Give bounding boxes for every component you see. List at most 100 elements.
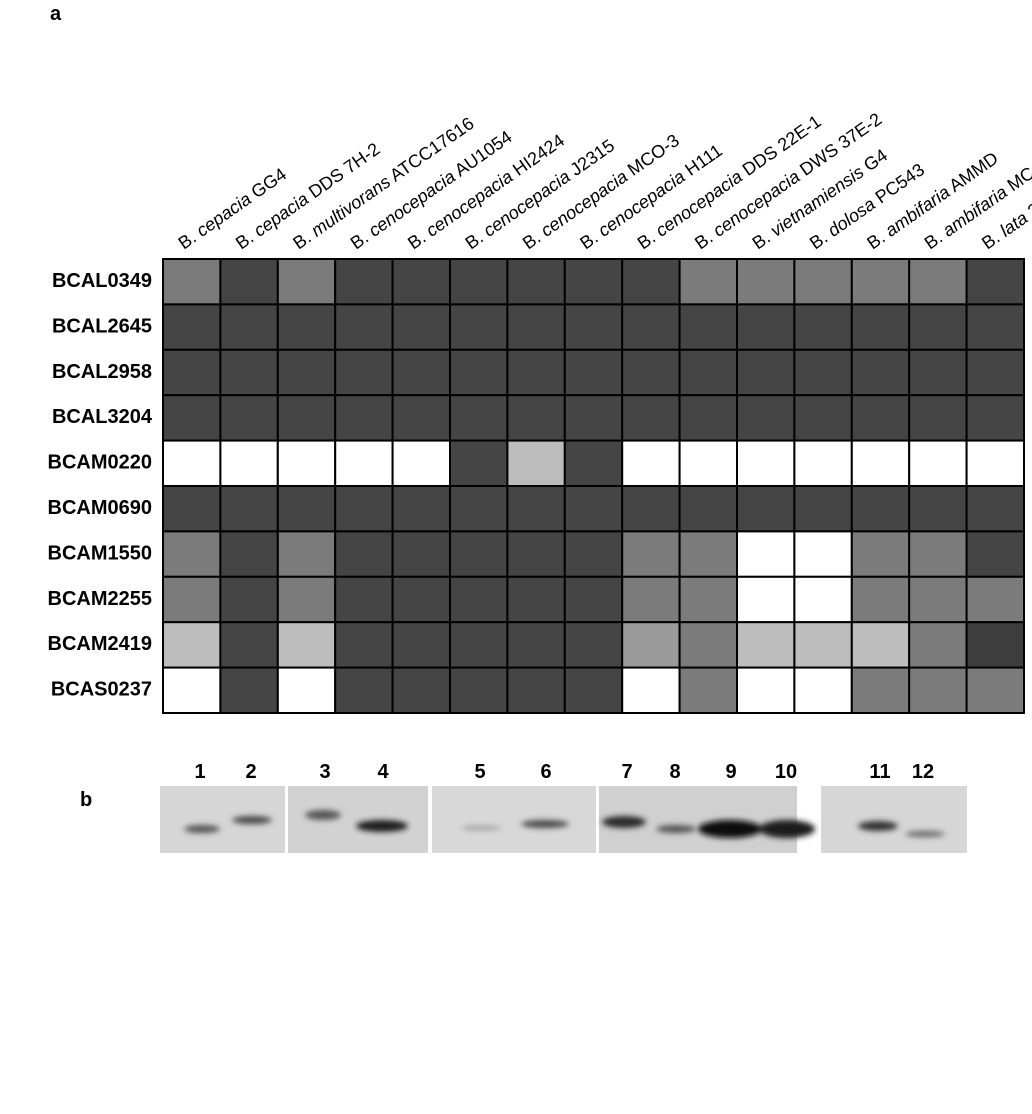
lane-label: 10 xyxy=(775,761,797,783)
cell xyxy=(163,395,220,440)
cell xyxy=(220,577,277,622)
cell xyxy=(507,531,564,576)
panel-label: b xyxy=(80,789,92,811)
row-label: BCAM2255 xyxy=(48,588,152,610)
cell xyxy=(565,304,622,349)
row-label: BCAM0690 xyxy=(48,497,152,519)
lane-label: 9 xyxy=(725,761,736,783)
cell xyxy=(278,350,335,395)
cell xyxy=(680,486,737,531)
cell xyxy=(565,350,622,395)
cell xyxy=(680,531,737,576)
cell xyxy=(220,304,277,349)
genus: B. xyxy=(404,227,429,253)
cell xyxy=(450,668,507,713)
cell xyxy=(393,259,450,304)
cell xyxy=(852,531,909,576)
cell xyxy=(909,395,966,440)
cell xyxy=(737,622,794,667)
cell xyxy=(852,395,909,440)
row-label: BCAM0220 xyxy=(48,452,152,474)
cell xyxy=(737,350,794,395)
cell xyxy=(335,668,392,713)
lane-label: 7 xyxy=(621,761,632,783)
genus: B. xyxy=(289,227,314,253)
cell xyxy=(737,304,794,349)
row-label: BCAM1550 xyxy=(48,542,152,564)
genus: B. xyxy=(691,227,716,253)
row-label: BCAL3204 xyxy=(52,406,153,428)
species: lata xyxy=(996,208,1031,241)
cell xyxy=(278,531,335,576)
cell xyxy=(967,531,1024,576)
cell xyxy=(393,577,450,622)
cell xyxy=(450,622,507,667)
cell xyxy=(565,486,622,531)
cell xyxy=(565,395,622,440)
cell xyxy=(335,304,392,349)
lane-label: 1 xyxy=(194,761,205,783)
cell xyxy=(507,350,564,395)
cell xyxy=(622,441,679,486)
cell xyxy=(680,304,737,349)
lane-label: 5 xyxy=(474,761,485,783)
cell xyxy=(393,350,450,395)
cell xyxy=(794,304,851,349)
cell xyxy=(967,486,1024,531)
cell xyxy=(737,441,794,486)
cell xyxy=(565,259,622,304)
lane-label: 6 xyxy=(540,761,551,783)
cell xyxy=(794,577,851,622)
cell xyxy=(278,259,335,304)
cell xyxy=(794,259,851,304)
cell xyxy=(622,622,679,667)
cell xyxy=(680,395,737,440)
row-label: BCAS0237 xyxy=(51,679,152,701)
cell xyxy=(737,486,794,531)
cell xyxy=(622,486,679,531)
cell xyxy=(335,577,392,622)
cell xyxy=(794,395,851,440)
cell xyxy=(680,577,737,622)
cell xyxy=(565,441,622,486)
cell xyxy=(680,259,737,304)
cell xyxy=(909,622,966,667)
cell xyxy=(852,486,909,531)
cell xyxy=(794,441,851,486)
cell xyxy=(507,304,564,349)
cell xyxy=(794,622,851,667)
blot xyxy=(160,786,967,853)
lane-label: 3 xyxy=(319,761,330,783)
lane-label: 12 xyxy=(912,761,934,783)
cell xyxy=(507,577,564,622)
cell xyxy=(852,622,909,667)
cell xyxy=(680,622,737,667)
cell xyxy=(967,577,1024,622)
cell xyxy=(680,350,737,395)
strain: MC40-6 xyxy=(1004,142,1032,195)
panel-label: a xyxy=(50,3,62,25)
cell xyxy=(220,441,277,486)
row-label: BCAL0349 xyxy=(52,270,152,292)
cell xyxy=(278,622,335,667)
cell xyxy=(393,668,450,713)
cell xyxy=(507,441,564,486)
cell xyxy=(278,441,335,486)
cell xyxy=(622,577,679,622)
cell xyxy=(335,259,392,304)
cell xyxy=(278,486,335,531)
lane-label: 11 xyxy=(869,761,890,783)
cell xyxy=(163,486,220,531)
cell xyxy=(794,668,851,713)
cell xyxy=(507,395,564,440)
cell xyxy=(335,486,392,531)
cell xyxy=(565,668,622,713)
cell xyxy=(794,350,851,395)
cell xyxy=(737,259,794,304)
figure: a b BCAL0349BCAL2645BCAL2958BCAL3204BCAM… xyxy=(0,0,1032,1114)
cell xyxy=(220,486,277,531)
cell xyxy=(220,259,277,304)
cell xyxy=(622,668,679,713)
cell xyxy=(220,531,277,576)
cell xyxy=(163,304,220,349)
